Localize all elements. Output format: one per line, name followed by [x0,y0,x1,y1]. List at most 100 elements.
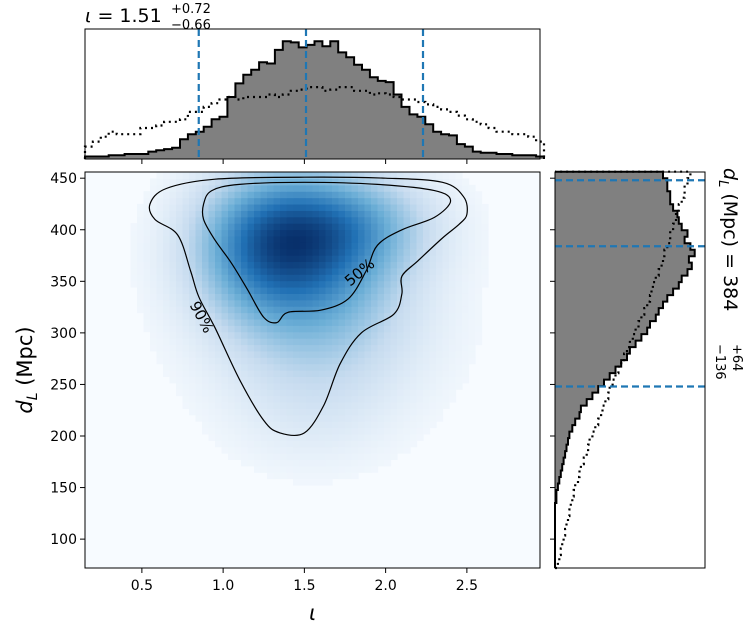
heatmap-cell [202,414,210,422]
heatmap-cell [189,306,197,314]
heatmap-cell [182,203,190,211]
heatmap-cell [358,408,366,416]
heatmap-cell [416,389,424,397]
heatmap-cell [397,357,405,365]
heatmap-cell [358,453,366,461]
heatmap-cell [371,350,379,358]
heatmap-cell [384,293,392,301]
heatmap-cell [182,382,190,390]
heatmap-cell [260,376,268,384]
heatmap-cell [163,280,171,288]
heatmap-cell [267,261,275,269]
x-tick-label: 2.0 [374,578,396,594]
heatmap-cell [403,344,411,352]
heatmap-cell [130,242,138,250]
heatmap-cell [280,210,288,218]
heatmap-cell [156,191,164,199]
heatmap-cell [267,382,275,390]
heatmap-cell [312,318,320,326]
heatmap-cell [462,331,470,339]
heatmap-cell [156,197,164,205]
heatmap-cell [429,306,437,314]
heatmap-cell [338,197,346,205]
heatmap-cell [254,216,262,224]
heatmap-cell [319,191,327,199]
heatmap-cell [312,370,320,377]
heatmap-cell [241,235,249,243]
heatmap-cell [429,395,437,403]
heatmap-cell [371,203,379,211]
heatmap-cell [442,401,450,409]
heatmap-cell [247,421,255,429]
heatmap-cell [325,318,333,326]
heatmap-cell [241,318,249,326]
heatmap-cell [312,338,320,346]
heatmap-cell [423,191,431,199]
heatmap-cell [403,338,411,346]
heatmap-cell [163,235,171,243]
heatmap-cell [377,312,385,320]
heatmap-cell [442,210,450,218]
heatmap-cell [273,299,281,307]
heatmap-cell [423,331,431,339]
heatmap-cell [202,318,210,326]
heatmap-cell [202,216,210,224]
heatmap-cell [397,344,405,352]
heatmap-cell [462,357,470,365]
heatmap-cell [267,401,275,409]
heatmap-cell [208,280,216,288]
y-tick-label: 150 [50,481,77,497]
heatmap-cell [371,261,379,269]
heatmap-cell [293,286,301,294]
heatmap-cell [208,242,216,250]
heatmap-cell [325,197,333,205]
heatmap-cell [150,216,158,224]
heatmap-cell [377,267,385,275]
heatmap-cell [228,382,236,390]
heatmap-cell [267,414,275,422]
heatmap-cell [306,235,314,243]
heatmap-cell [481,242,489,250]
heatmap-cell [247,178,255,186]
heatmap-cell [254,389,262,397]
heatmap-cell [267,472,275,480]
heatmap-cell [267,338,275,346]
heatmap-cell [319,267,327,275]
heatmap-cell [364,299,372,307]
heatmap-cell [156,172,164,179]
heatmap-cell [351,318,359,326]
heatmap-cell [410,395,418,403]
heatmap-cell [332,184,340,192]
y-tick-label: 200 [50,429,77,445]
heatmap-cell [241,274,249,282]
heatmap-cell [280,280,288,288]
heatmap-cell [403,376,411,384]
heatmap-cell [429,344,437,352]
heatmap-cell [273,242,281,250]
heatmap-cell [455,267,463,275]
heatmap-cell [234,293,242,301]
heatmap-cell [410,267,418,275]
heatmap-cell [345,274,353,282]
heatmap-cell [384,325,392,333]
heatmap-cell [462,255,470,263]
heatmap-cell [306,299,314,307]
heatmap-cell [384,191,392,199]
distance-posterior-step [554,170,696,568]
heatmap-cell [403,197,411,205]
heatmap-cell [286,350,294,358]
heatmap-cell [312,197,320,205]
heatmap-cell [410,280,418,288]
heatmap-cell [280,370,288,377]
heatmap-cell [364,453,372,461]
heatmap-cell [293,363,301,371]
heatmap-cell [423,286,431,294]
heatmap-cell [390,299,398,307]
heatmap-cell [293,453,301,461]
heatmap-cell [332,318,340,326]
heatmap-cell [475,229,483,237]
heatmap-cell [280,344,288,352]
heatmap-cell [390,370,398,377]
heatmap-cell [228,248,236,256]
heatmap-cell [293,312,301,320]
